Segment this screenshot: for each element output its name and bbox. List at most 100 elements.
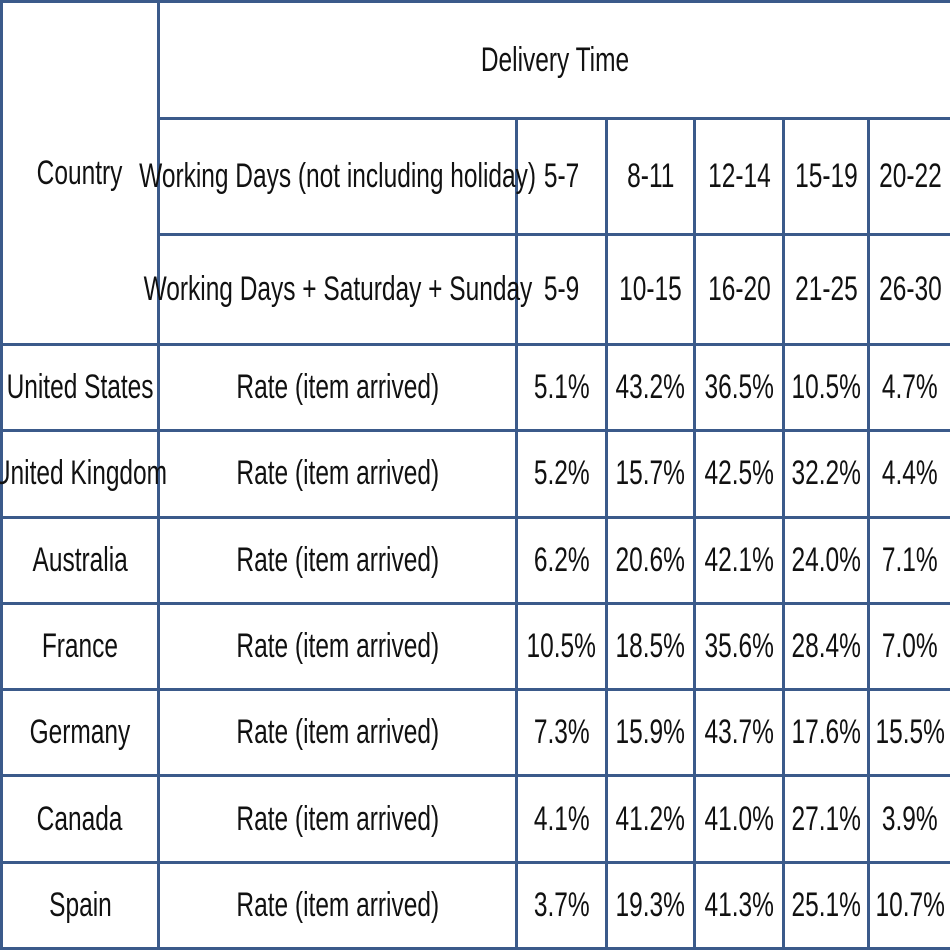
rate-value-cell: 43.7% (693, 688, 785, 778)
day-range-cell: 15-19 (782, 117, 870, 236)
rate-value: 7.1% (882, 540, 938, 579)
rate-value: 42.5% (704, 454, 774, 493)
rate-value: 27.1% (791, 799, 861, 838)
rate-value-cell: 4.4% (866, 429, 950, 519)
data-row: France Rate (item arrived) 10.5% 18.5% 35.6%… (0, 601, 950, 692)
day-range-cell: 5-9 (515, 232, 608, 347)
rate-value-cell: 10.5% (515, 601, 608, 692)
working-days-label: Working Days (not including holiday) (139, 157, 536, 196)
rate-value: 10.5% (526, 626, 597, 665)
calendar-days-row: Working Days + Saturday + Sunday 5-9 10-15… (2, 232, 950, 347)
day-range: 5-9 (543, 269, 580, 308)
rate-value-cell: 36.5% (693, 343, 785, 433)
calendar-days-label-cell: Working Days + Saturday + Sunday (143, 232, 532, 347)
data-row: Australia Rate (item arrived) 6.2% 20.6% 42.… (0, 515, 950, 605)
metric: Rate (item arrived) (236, 540, 439, 579)
country: Germany (29, 713, 131, 752)
country-cell: United Kingdom (0, 429, 167, 519)
rate-value-cell: 4.7% (866, 343, 950, 433)
day-range-cell: 5-7 (515, 117, 608, 236)
rate-value: 43.2% (615, 368, 686, 407)
rate-value-cell: 6.2% (515, 515, 608, 605)
country: Australia (32, 540, 128, 579)
country-cell: France (0, 601, 160, 692)
day-range-cell: 10-15 (605, 232, 696, 347)
rate-value: 43.7% (704, 713, 774, 752)
working-days-row: Working Days (not including holiday) 5-7 8… (2, 117, 950, 236)
rate-value: 32.2% (791, 454, 861, 493)
data-row: United Kingdom Rate (item arrived) 5.2% 15.… (0, 429, 950, 519)
rate-value-cell: 10.7% (866, 860, 950, 950)
rate-value: 5.2% (533, 454, 590, 493)
data-row: Canada Rate (item arrived) 4.1% 41.2% 41.0% 2… (0, 774, 950, 864)
rate-value: 18.5% (615, 626, 686, 665)
country-cell: United States (0, 343, 160, 433)
rate-value: 35.6% (704, 626, 774, 665)
rate-value-cell: 5.1% (515, 343, 608, 433)
day-range: 10-15 (619, 269, 682, 308)
metric: Rate (item arrived) (236, 626, 439, 665)
rate-value: 3.7% (533, 885, 590, 924)
metric: Rate (item arrived) (236, 713, 439, 752)
rate-value-cell: 10.5% (782, 343, 870, 433)
country-cell: Spain (0, 860, 160, 950)
metric-cell: Rate (item arrived) (157, 774, 518, 864)
rate-value: 5.1% (533, 368, 590, 407)
data-row: Spain Rate (item arrived) 3.7% 19.3% 41.3% 25… (0, 860, 950, 950)
metric-cell: Rate (item arrived) (157, 860, 518, 950)
rate-value: 25.1% (791, 885, 861, 924)
rate-value: 10.5% (791, 368, 861, 407)
rate-value: 19.3% (615, 885, 686, 924)
rate-value: 10.7% (875, 885, 945, 924)
day-range-cell: 12-14 (693, 117, 785, 236)
rate-value: 17.6% (791, 713, 861, 752)
rate-value: 24.0% (791, 540, 861, 579)
day-range-cell: 8-11 (605, 117, 696, 236)
day-range: 15-19 (794, 157, 858, 196)
rate-value-cell: 41.2% (605, 774, 696, 864)
metric-cell: Rate (item arrived) (157, 688, 518, 778)
metric: Rate (item arrived) (236, 454, 439, 493)
day-range: 5-7 (543, 157, 580, 196)
rate-value-cell: 43.2% (605, 343, 696, 433)
rate-value-cell: 41.3% (693, 860, 785, 950)
day-range: 8-11 (626, 157, 675, 196)
country-cell: Germany (0, 688, 160, 778)
country: United Kingdom (0, 454, 168, 493)
metric-cell: Rate (item arrived) (157, 343, 518, 433)
country-cell: Australia (0, 515, 160, 605)
rate-value-cell: 7.0% (866, 601, 950, 692)
rate-value-cell: 42.1% (693, 515, 785, 605)
country: United States (6, 368, 154, 407)
rate-value: 41.2% (615, 799, 686, 838)
calendar-days-label: Working Days + Saturday + Sunday (143, 269, 532, 308)
rate-value: 28.4% (791, 626, 861, 665)
rate-value-cell: 19.3% (605, 860, 696, 950)
rate-value: 3.9% (882, 799, 938, 838)
day-range: 12-14 (707, 157, 771, 196)
rate-value-cell: 42.5% (693, 429, 785, 519)
rate-value-cell: 4.1% (515, 774, 608, 864)
rate-value: 15.9% (615, 713, 686, 752)
rate-value-cell: 15.5% (866, 688, 950, 778)
rate-value: 15.5% (875, 713, 945, 752)
day-range-cell: 20-22 (866, 117, 950, 236)
rate-value-cell: 25.1% (782, 860, 870, 950)
country-header: Country (37, 153, 123, 192)
rate-value: 42.1% (704, 540, 774, 579)
working-days-label-cell: Working Days (not including holiday) (139, 117, 536, 236)
rate-value-cell: 18.5% (605, 601, 696, 692)
metric-cell: Rate (item arrived) (157, 515, 518, 605)
country: France (41, 626, 119, 665)
rate-value-cell: 7.3% (515, 688, 608, 778)
day-range: 21-25 (794, 269, 858, 308)
country-header-cell: Country (0, 0, 160, 347)
metric-cell: Rate (item arrived) (157, 429, 518, 519)
rate-value-cell: 15.9% (605, 688, 696, 778)
rate-value-cell: 7.1% (866, 515, 950, 605)
rate-value-cell: 32.2% (782, 429, 870, 519)
data-row: Germany Rate (item arrived) 7.3% 15.9% 43.7%… (0, 688, 950, 778)
rate-value: 7.0% (882, 626, 938, 665)
rate-value: 4.7% (882, 368, 938, 407)
